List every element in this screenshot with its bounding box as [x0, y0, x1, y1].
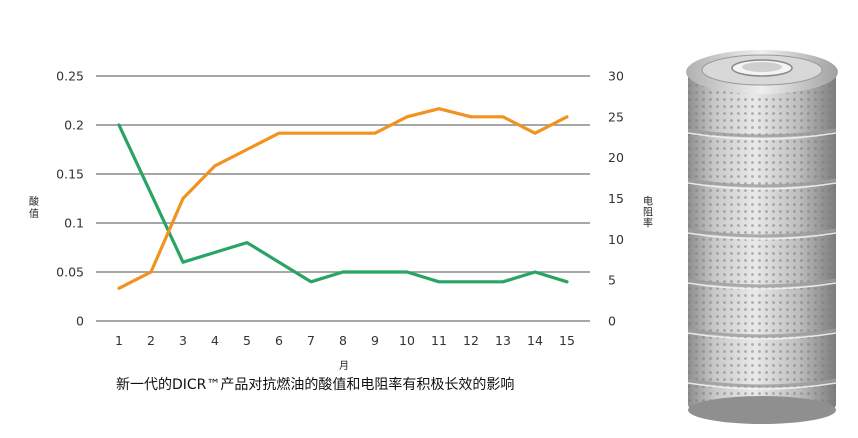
- x-tick-label: 3: [179, 333, 187, 348]
- right-tick-label: 5: [608, 273, 616, 288]
- right-tick-label: 15: [608, 191, 624, 206]
- right-tick-label: 20: [608, 150, 624, 165]
- left-axis-title: 酸值: [27, 195, 39, 220]
- x-axis-ticks: 1 2 3 4 5 6 7 8 9 10 11 12 13 14 15: [115, 333, 575, 348]
- x-tick-label: 7: [307, 333, 315, 348]
- filter-rib: [687, 378, 837, 388]
- x-tick-label: 9: [371, 333, 379, 348]
- right-tick-label: 10: [608, 232, 624, 247]
- filter-rib-highlight: [687, 332, 837, 340]
- resistivity-series-line: [117, 107, 569, 290]
- x-tick-label: 14: [527, 333, 543, 348]
- x-tick-label: 13: [495, 333, 511, 348]
- x-tick-label: 11: [431, 333, 447, 348]
- left-tick-label: 0.05: [56, 265, 84, 280]
- filter-rib-highlight: [687, 232, 837, 240]
- x-tick-label: 10: [399, 333, 415, 348]
- x-tick-label: 1: [115, 333, 123, 348]
- filter-rib: [687, 278, 837, 288]
- x-tick-label: 15: [559, 333, 575, 348]
- x-tick-label: 8: [339, 333, 347, 348]
- left-tick-label: 0: [76, 314, 84, 329]
- filter-rib: [687, 328, 837, 338]
- filter-rib-highlight: [687, 382, 837, 390]
- chart-caption: 新一代的DICR™产品对抗燃油的酸值和电阻率有积极长效的影响: [116, 377, 515, 393]
- left-tick-label: 0.1: [64, 216, 84, 231]
- filter-rib-highlight: [687, 132, 837, 140]
- filter-rib: [687, 178, 837, 188]
- left-tick-label: 0.2: [64, 118, 84, 133]
- left-axis-ticks: 0 0.05 0.1 0.15 0.2 0.25: [56, 69, 84, 329]
- right-tick-label: 30: [608, 69, 624, 84]
- right-tick-label: 25: [608, 109, 624, 124]
- series-lines: [117, 107, 569, 290]
- x-axis-title: 月: [339, 360, 349, 372]
- filter-rib: [687, 228, 837, 238]
- right-tick-label: 0: [608, 314, 616, 329]
- left-tick-label: 0.15: [56, 167, 84, 182]
- gridlines: [96, 75, 590, 322]
- x-tick-label: 5: [243, 333, 251, 348]
- x-tick-label: 12: [463, 333, 479, 348]
- left-tick-label: 0.25: [56, 69, 84, 84]
- filter-rib-highlight: [687, 282, 837, 290]
- right-axis-ticks: 0 5 10 15 20 25 30: [608, 69, 624, 329]
- acid-value-series-line: [117, 123, 569, 284]
- x-tick-label: 6: [275, 333, 283, 348]
- x-tick-label: 2: [147, 333, 155, 348]
- x-tick-label: 4: [211, 333, 219, 348]
- filter-rib-highlight: [687, 182, 837, 190]
- right-axis-title: 电阻率: [641, 194, 653, 228]
- filter-cartridge-icon: [686, 50, 838, 424]
- filter-rib: [687, 128, 837, 138]
